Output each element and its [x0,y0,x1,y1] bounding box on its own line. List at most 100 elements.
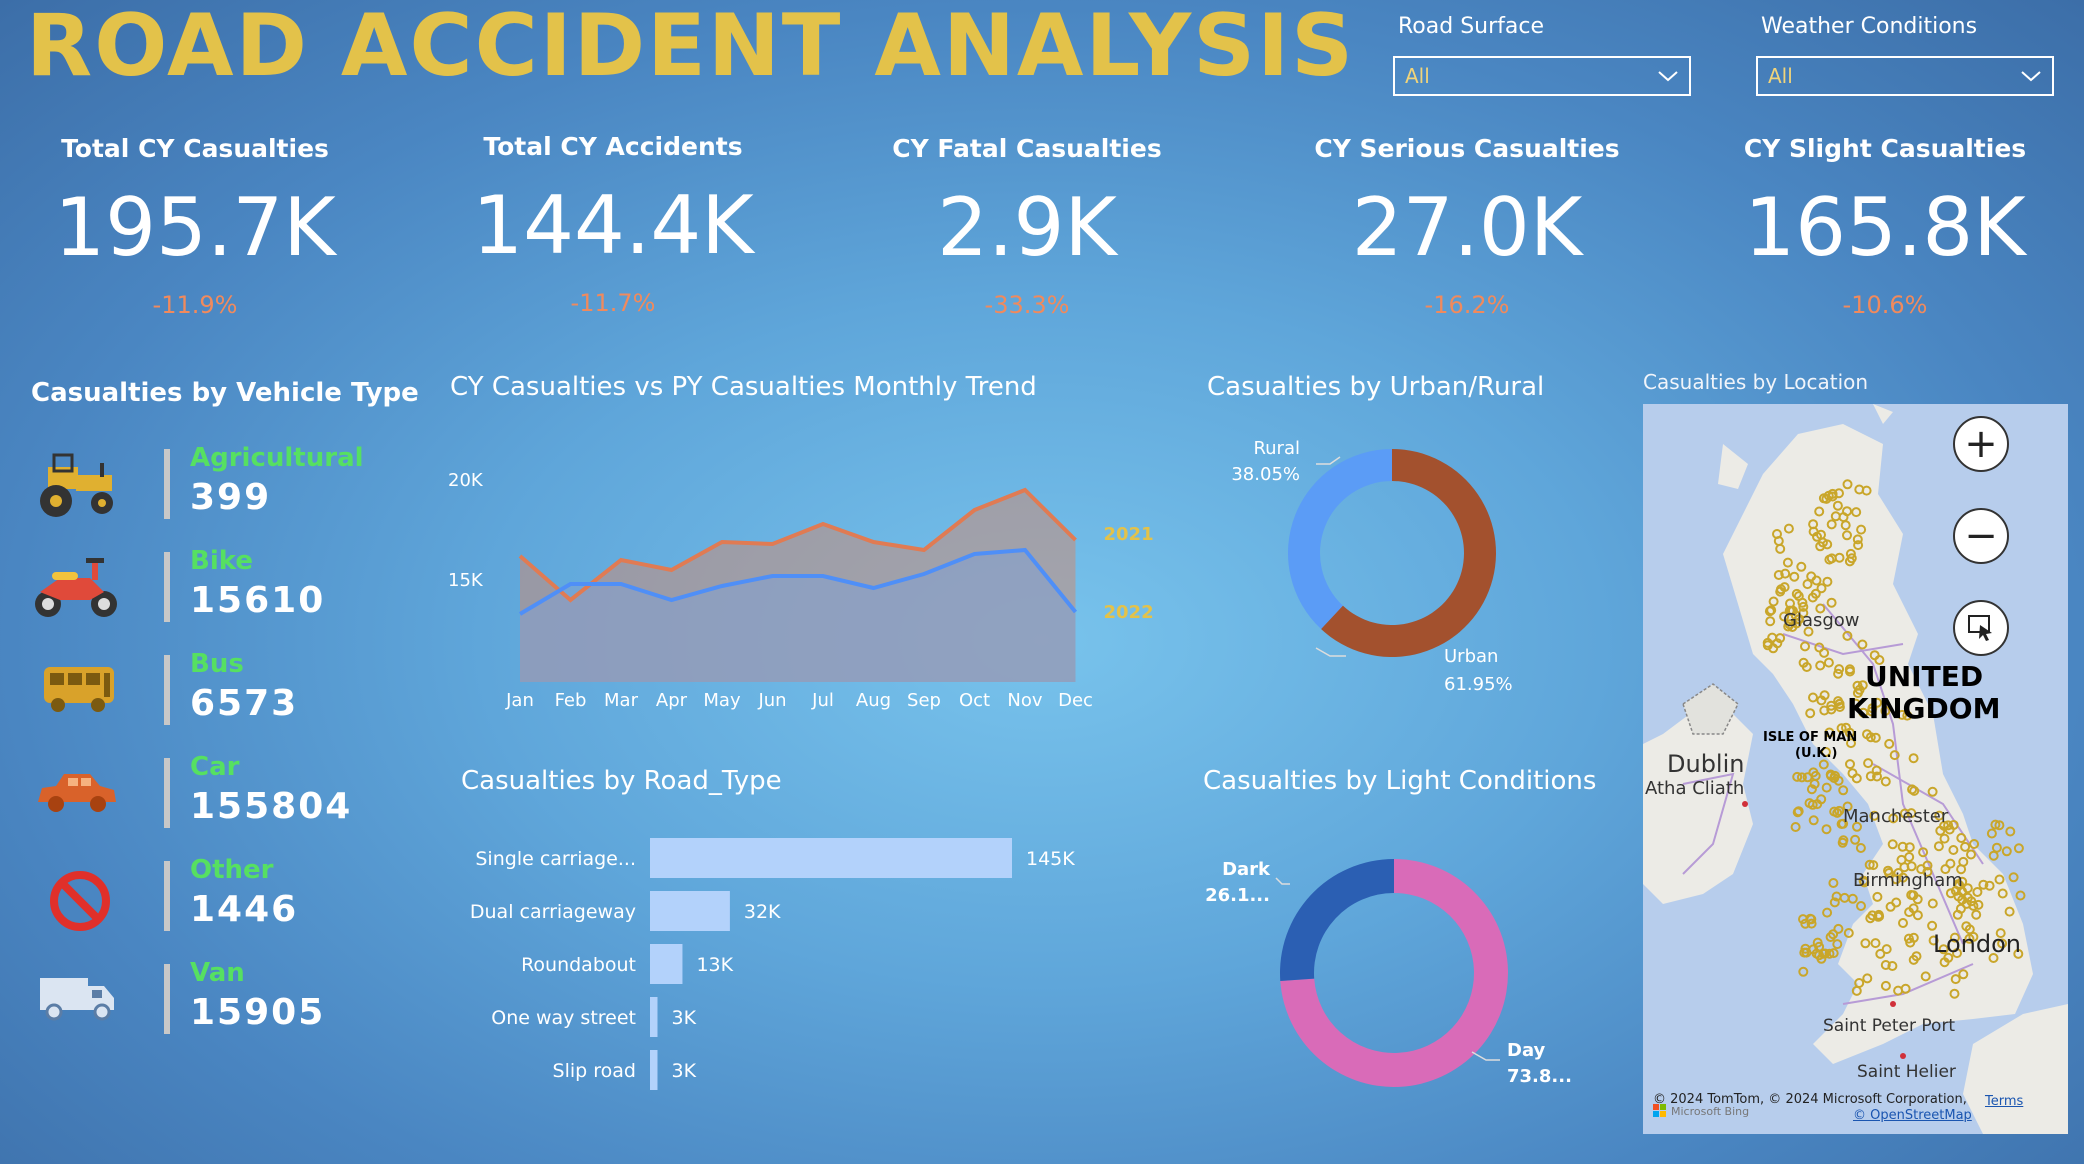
dropdown-value: All [1768,64,1793,88]
location-dot [1772,638,1783,649]
location-dot [1850,834,1861,845]
location-dot [1828,948,1839,959]
slice-label: Urban [1444,646,1498,667]
location-dot [1927,786,1938,797]
location-dot [1871,765,1882,776]
bar [650,997,658,1037]
leader-line [1316,456,1341,465]
monthly-trend-chart: 15K 20K 2021 2022 Jan Feb Mar Apr May Jun Jul Aug Se… [448,470,1154,711]
map-terms-link[interactable]: Terms [1985,1094,2024,1109]
location-dot [1821,824,1832,835]
city-marker [1890,1001,1896,1007]
bar-value-label: 3K [671,1007,696,1029]
location-dot [1969,839,1980,849]
bar-category-label: Roundabout [521,954,636,976]
series-end-label: 2022 [1104,602,1154,623]
location-dot [1864,859,1875,870]
select-area-button[interactable] [1953,600,2009,656]
page-title: ROAD ACCIDENT ANALYSIS [26,0,1356,96]
vehicle-value: 6573 [190,683,299,724]
location-dot [1912,910,1923,921]
vehicle-row-agricultural: Agricultural 399 [30,443,390,527]
vehicle-value: 15905 [190,992,326,1033]
location-dot [1803,626,1814,637]
location-dot [1796,772,1807,783]
location-dot [1950,974,1961,985]
location-dot [1948,820,1959,830]
x-tick-label: Jun [757,690,786,711]
kpi-serious-casualties: CY Serious Casualties 27.0K -16.2% [1302,134,1632,319]
location-dot [1867,703,1878,714]
location-dot [1800,918,1811,929]
road-chart-title: Casualties by Road_Type [461,766,782,796]
map-label-birmingham: Birmingham [1853,870,1963,891]
location-dot [1957,876,1968,887]
location-dot [1922,866,1933,877]
location-dot [1812,799,1823,810]
slice-label: Day [1507,1040,1546,1061]
location-dot [1906,808,1917,819]
location-dot [1805,913,1816,924]
northern-ireland-region [1682,683,1739,735]
location-dot [1893,985,1904,996]
location-dot [1846,553,1857,564]
zoom-out-button[interactable]: − [1953,508,2009,564]
location-dot [1898,872,1908,883]
location-dot [1994,874,2005,885]
map-label-dublin: Dublin [1667,750,1745,778]
openstreetmap-link[interactable]: © OpenStreetMap [1853,1108,1972,1123]
location-dot [1908,753,1919,764]
location-dot [1875,948,1886,959]
vehicle-panel-title: Casualties by Vehicle Type [31,378,419,408]
location-dot [1927,898,1938,909]
location-dot [1945,858,1956,869]
location-dot [1767,632,1778,643]
x-tick-label: Mar [604,690,639,711]
bar [650,838,1012,878]
location-dot [1832,939,1843,950]
map-label-manchester: Manchester [1843,806,1949,827]
vehicle-row-other: Other 1446 [30,855,390,939]
location-dot [1940,864,1951,875]
location-dot [1823,657,1834,668]
location-dot [1899,808,1910,819]
kpi-value: 27.0K [1351,181,1583,274]
location-dot [1808,815,1819,826]
location-dot [1984,880,1995,891]
location-dot [1898,918,1908,928]
bar [650,891,730,931]
location-dot [1783,621,1794,632]
location-dot [1856,901,1866,911]
location-dot [1880,705,1891,716]
location-dot [1889,750,1900,761]
location-dot [1852,821,1862,832]
kpi-total-accidents: Total CY Accidents 144.4K -11.7% [448,132,778,317]
separator-bar [164,758,170,828]
location-dot [1860,938,1871,949]
location-map[interactable]: Glasgow UNITED KINGDOM ISLE OF MAN (U.K.… [1643,404,2068,1134]
location-dot [1847,768,1858,779]
location-dot [1811,575,1822,586]
slice-label: Dark [1222,859,1271,880]
location-dot [1858,707,1869,718]
location-dot [1806,918,1817,929]
car-icon [38,774,116,812]
location-dot [1818,948,1829,959]
location-dot [1966,849,1976,860]
location-dot [1853,540,1864,551]
filter-label-road-surface: Road Surface [1398,14,1545,39]
location-dot [1811,948,1822,959]
location-dot [1800,641,1810,652]
location-dot [1997,938,2008,949]
location-dot [1780,568,1791,579]
zoom-in-button[interactable]: + [1953,416,2009,472]
location-dot [1855,843,1866,853]
location-dot [1905,937,1916,948]
location-dot [2015,890,2026,901]
slice-value-label: 26.1... [1205,885,1270,906]
location-dot [1842,479,1853,490]
road-surface-dropdown[interactable]: All [1393,56,1691,96]
weather-conditions-dropdown[interactable]: All [1756,56,2054,96]
location-dot [1785,598,1795,609]
hebrides-island [1718,444,1748,489]
